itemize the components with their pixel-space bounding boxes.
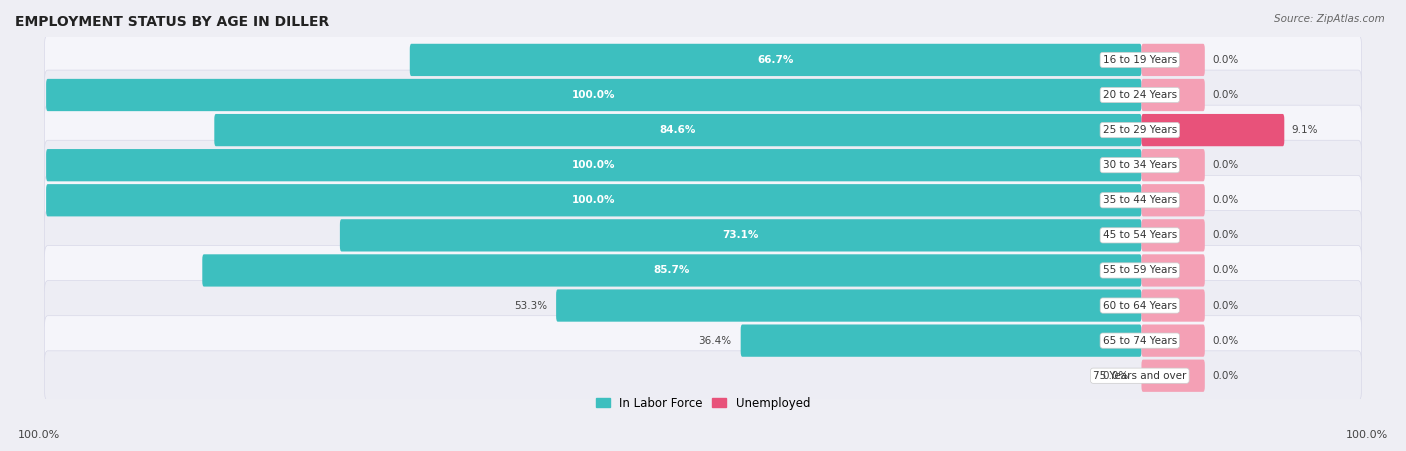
FancyBboxPatch shape xyxy=(46,184,1142,216)
FancyBboxPatch shape xyxy=(1142,359,1205,392)
Text: 0.0%: 0.0% xyxy=(1212,266,1239,276)
Text: 45 to 54 Years: 45 to 54 Years xyxy=(1102,230,1177,240)
FancyBboxPatch shape xyxy=(45,175,1361,225)
Text: 35 to 44 Years: 35 to 44 Years xyxy=(1102,195,1177,205)
FancyBboxPatch shape xyxy=(46,79,1142,111)
Text: 16 to 19 Years: 16 to 19 Years xyxy=(1102,55,1177,65)
Text: 100.0%: 100.0% xyxy=(1346,430,1388,440)
FancyBboxPatch shape xyxy=(45,211,1361,260)
Text: 53.3%: 53.3% xyxy=(513,300,547,311)
Text: 85.7%: 85.7% xyxy=(654,266,690,276)
Text: 0.0%: 0.0% xyxy=(1212,160,1239,170)
Text: 0.0%: 0.0% xyxy=(1212,336,1239,345)
FancyBboxPatch shape xyxy=(1142,114,1284,146)
Text: 100.0%: 100.0% xyxy=(572,90,616,100)
FancyBboxPatch shape xyxy=(45,140,1361,190)
Text: 65 to 74 Years: 65 to 74 Years xyxy=(1102,336,1177,345)
Text: 9.1%: 9.1% xyxy=(1291,125,1317,135)
Text: 36.4%: 36.4% xyxy=(699,336,731,345)
FancyBboxPatch shape xyxy=(46,149,1142,181)
Text: 20 to 24 Years: 20 to 24 Years xyxy=(1102,90,1177,100)
Text: 0.0%: 0.0% xyxy=(1212,55,1239,65)
FancyBboxPatch shape xyxy=(741,324,1142,357)
Legend: In Labor Force, Unemployed: In Labor Force, Unemployed xyxy=(591,392,815,414)
Text: Source: ZipAtlas.com: Source: ZipAtlas.com xyxy=(1274,14,1385,23)
FancyBboxPatch shape xyxy=(1142,290,1205,322)
Text: 0.0%: 0.0% xyxy=(1212,195,1239,205)
Text: 0.0%: 0.0% xyxy=(1212,90,1239,100)
Text: 84.6%: 84.6% xyxy=(659,125,696,135)
Text: 75 Years and over: 75 Years and over xyxy=(1092,371,1187,381)
FancyBboxPatch shape xyxy=(409,44,1142,76)
FancyBboxPatch shape xyxy=(214,114,1142,146)
Text: 0.0%: 0.0% xyxy=(1212,300,1239,311)
FancyBboxPatch shape xyxy=(45,245,1361,295)
Text: EMPLOYMENT STATUS BY AGE IN DILLER: EMPLOYMENT STATUS BY AGE IN DILLER xyxy=(15,15,329,29)
FancyBboxPatch shape xyxy=(45,70,1361,120)
FancyBboxPatch shape xyxy=(1142,44,1205,76)
Text: 0.0%: 0.0% xyxy=(1102,371,1129,381)
Text: 100.0%: 100.0% xyxy=(18,430,60,440)
FancyBboxPatch shape xyxy=(1142,184,1205,216)
FancyBboxPatch shape xyxy=(45,281,1361,331)
Text: 66.7%: 66.7% xyxy=(758,55,794,65)
FancyBboxPatch shape xyxy=(1142,149,1205,181)
FancyBboxPatch shape xyxy=(1142,254,1205,286)
Text: 55 to 59 Years: 55 to 59 Years xyxy=(1102,266,1177,276)
Text: 25 to 29 Years: 25 to 29 Years xyxy=(1102,125,1177,135)
FancyBboxPatch shape xyxy=(45,316,1361,365)
FancyBboxPatch shape xyxy=(1142,219,1205,252)
FancyBboxPatch shape xyxy=(340,219,1142,252)
FancyBboxPatch shape xyxy=(202,254,1142,286)
Text: 100.0%: 100.0% xyxy=(572,160,616,170)
Text: 30 to 34 Years: 30 to 34 Years xyxy=(1102,160,1177,170)
FancyBboxPatch shape xyxy=(45,351,1361,400)
FancyBboxPatch shape xyxy=(1142,324,1205,357)
Text: 0.0%: 0.0% xyxy=(1212,230,1239,240)
Text: 0.0%: 0.0% xyxy=(1212,371,1239,381)
FancyBboxPatch shape xyxy=(1142,79,1205,111)
Text: 60 to 64 Years: 60 to 64 Years xyxy=(1102,300,1177,311)
FancyBboxPatch shape xyxy=(45,105,1361,155)
FancyBboxPatch shape xyxy=(557,290,1142,322)
Text: 100.0%: 100.0% xyxy=(572,195,616,205)
Text: 73.1%: 73.1% xyxy=(723,230,759,240)
FancyBboxPatch shape xyxy=(45,35,1361,85)
